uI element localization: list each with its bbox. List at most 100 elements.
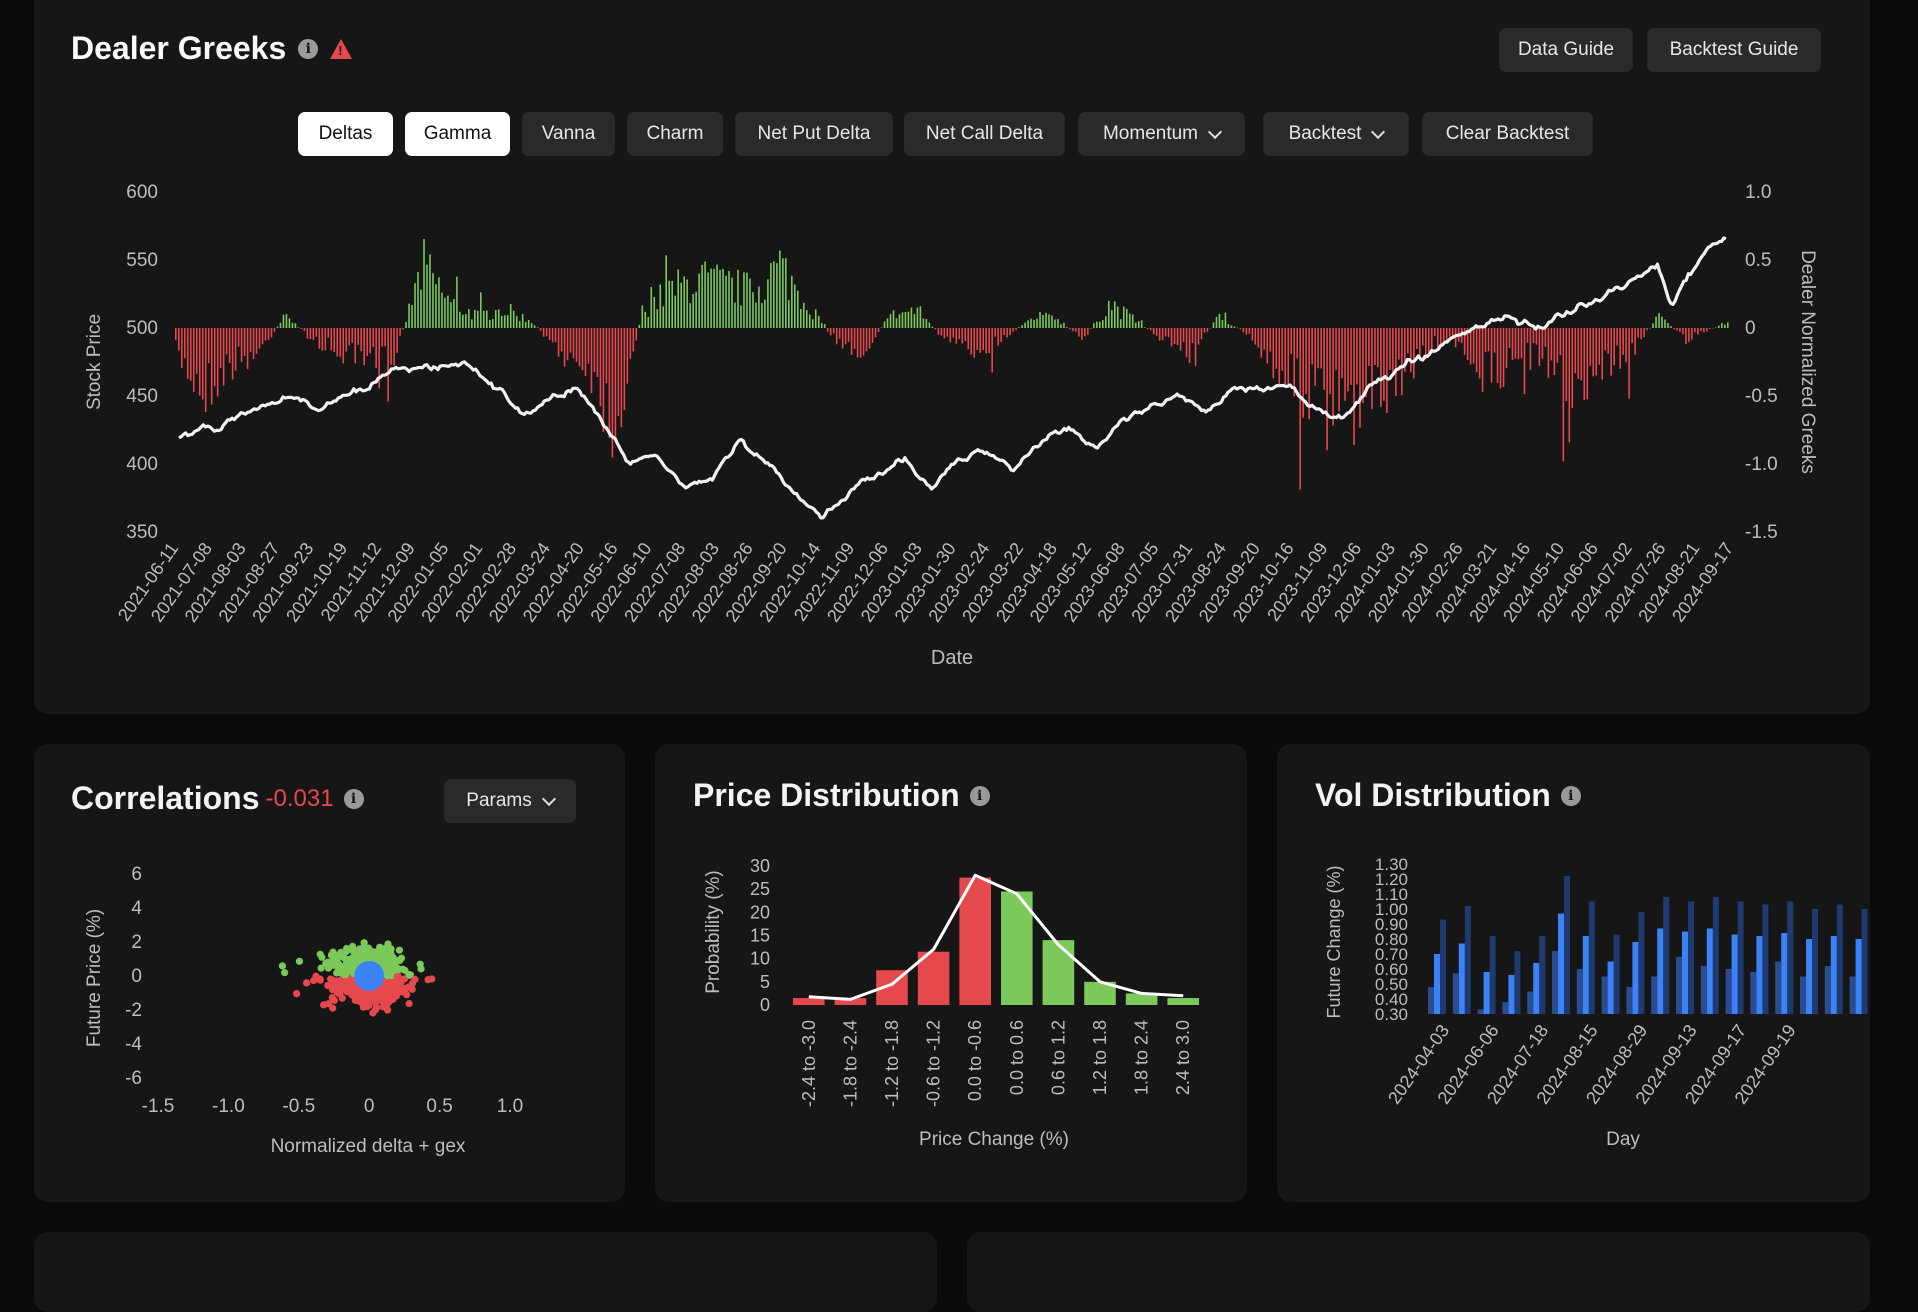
greek-bar: [572, 328, 575, 359]
greek-bar: [527, 319, 530, 328]
scatter-point: [351, 996, 359, 1004]
params-label: Params: [466, 790, 532, 811]
vol-bar: [1564, 876, 1570, 1014]
dealer-greeks-title: Dealer Greeks i !: [71, 30, 353, 67]
greek-bar: [270, 328, 273, 338]
greek-bar: [1096, 321, 1098, 328]
greek-bar: [1230, 325, 1233, 328]
scatter-point: [343, 964, 351, 973]
warning-icon[interactable]: !: [330, 38, 353, 59]
greek-bar: [530, 323, 533, 328]
greek-bar: [734, 302, 736, 328]
tab-gamma[interactable]: Gamma: [405, 112, 510, 156]
greek-bar: [456, 276, 458, 328]
greek-bar: [835, 328, 838, 345]
tab-net-put-delta[interactable]: Net Put Delta: [735, 112, 893, 156]
greek-bar: [988, 328, 990, 353]
x-tick-label: 0: [364, 1096, 375, 1117]
tab-vanna[interactable]: Vanna: [522, 112, 615, 156]
x-tick-label: 2.4 to 3.0: [1173, 1020, 1193, 1095]
greek-bar: [518, 321, 521, 328]
greek-bar: [1416, 328, 1418, 349]
greek-bar: [898, 314, 901, 328]
momentum-dropdown[interactable]: Momentum: [1078, 112, 1245, 156]
info-icon[interactable]: i: [969, 785, 990, 806]
greek-bar: [1341, 328, 1343, 379]
greek-bar: [494, 309, 497, 328]
backtest-guide-button[interactable]: Backtest Guide: [1647, 28, 1821, 72]
greek-bar: [1478, 328, 1481, 379]
y-tick-label: 450: [126, 386, 158, 407]
y-tick-label: 0.70: [1375, 945, 1408, 964]
greek-bar: [1404, 328, 1406, 372]
vol-bar: [1539, 936, 1546, 1014]
greek-bar: [1293, 328, 1296, 397]
greek-bar: [1577, 328, 1580, 379]
greek-bar: [393, 328, 395, 366]
vol-bar: [1762, 904, 1769, 1014]
greek-bar: [820, 322, 823, 328]
greek-bar: [1347, 328, 1349, 392]
tab-charm[interactable]: Charm: [627, 112, 723, 156]
greek-bar: [731, 277, 733, 328]
greek-bar: [883, 321, 886, 328]
greek-bar: [1386, 328, 1388, 413]
greek-bar: [967, 328, 970, 350]
greek-bar: [838, 328, 841, 339]
greek-bar: [432, 273, 434, 328]
x-tick-label: -1.2 to -1.8: [882, 1020, 902, 1107]
greek-bar: [563, 328, 566, 367]
greek-bar: [1433, 328, 1436, 337]
greek-bar: [1311, 328, 1313, 365]
greek-bar: [680, 282, 682, 328]
info-icon[interactable]: i: [298, 38, 319, 59]
greek-bar: [488, 320, 491, 328]
tab-deltas[interactable]: Deltas: [298, 112, 393, 156]
greek-bar: [1063, 322, 1065, 328]
greek-bar: [713, 268, 715, 328]
scatter-point: [395, 946, 404, 954]
greek-bar: [1113, 301, 1116, 328]
y-tick-label: 15: [750, 926, 770, 946]
greek-bar: [1128, 313, 1131, 328]
vol-bar: [1613, 934, 1620, 1014]
distribution-bar: [917, 951, 950, 1005]
tab-net-call-delta[interactable]: Net Call Delta: [904, 112, 1065, 156]
greek-bar: [1072, 328, 1074, 332]
clear-backtest-button[interactable]: Clear Backtest: [1422, 112, 1593, 156]
greek-bar: [1078, 328, 1080, 337]
greek-bar: [841, 328, 844, 349]
vol-bar: [1676, 957, 1682, 1014]
info-icon[interactable]: i: [343, 788, 364, 809]
greek-bar: [1389, 328, 1391, 370]
greek-bar: [195, 328, 198, 374]
greek-bar: [850, 328, 853, 355]
greek-bar: [1475, 328, 1478, 373]
greek-bar: [832, 328, 835, 334]
greek-bar: [1024, 322, 1026, 328]
scatter-point: [424, 976, 432, 984]
backtest-dropdown[interactable]: Backtest: [1263, 112, 1409, 156]
greek-bar: [207, 328, 210, 364]
y-tick-label: -6: [125, 1068, 142, 1089]
x-tick-label: -1.8 to -2.4: [840, 1020, 860, 1107]
vol-distribution-title-text: Vol Distribution: [1315, 777, 1551, 813]
greek-bar: [770, 262, 772, 328]
greek-bar: [865, 328, 868, 352]
scatter-point: [342, 944, 351, 953]
greek-bar: [647, 316, 650, 328]
greek-bar: [599, 328, 602, 407]
greek-bar: [420, 289, 422, 328]
greek-bar: [1215, 316, 1218, 328]
greek-bar: [189, 328, 192, 381]
greek-bar: [761, 303, 763, 328]
dealer-greeks-chart: 600 550 500 450 400 350 1.0 0.5 0 -0.5 -1.0 -1.5 Sto…: [84, 182, 1818, 669]
greek-bar: [901, 312, 904, 328]
greek-bar: [477, 310, 479, 328]
greek-bar: [1634, 328, 1636, 355]
params-dropdown[interactable]: Params: [444, 779, 576, 823]
greek-bar: [1592, 328, 1595, 377]
info-icon[interactable]: i: [1560, 785, 1581, 806]
data-guide-button[interactable]: Data Guide: [1499, 28, 1633, 72]
y-tick-label: 0: [760, 995, 770, 1015]
